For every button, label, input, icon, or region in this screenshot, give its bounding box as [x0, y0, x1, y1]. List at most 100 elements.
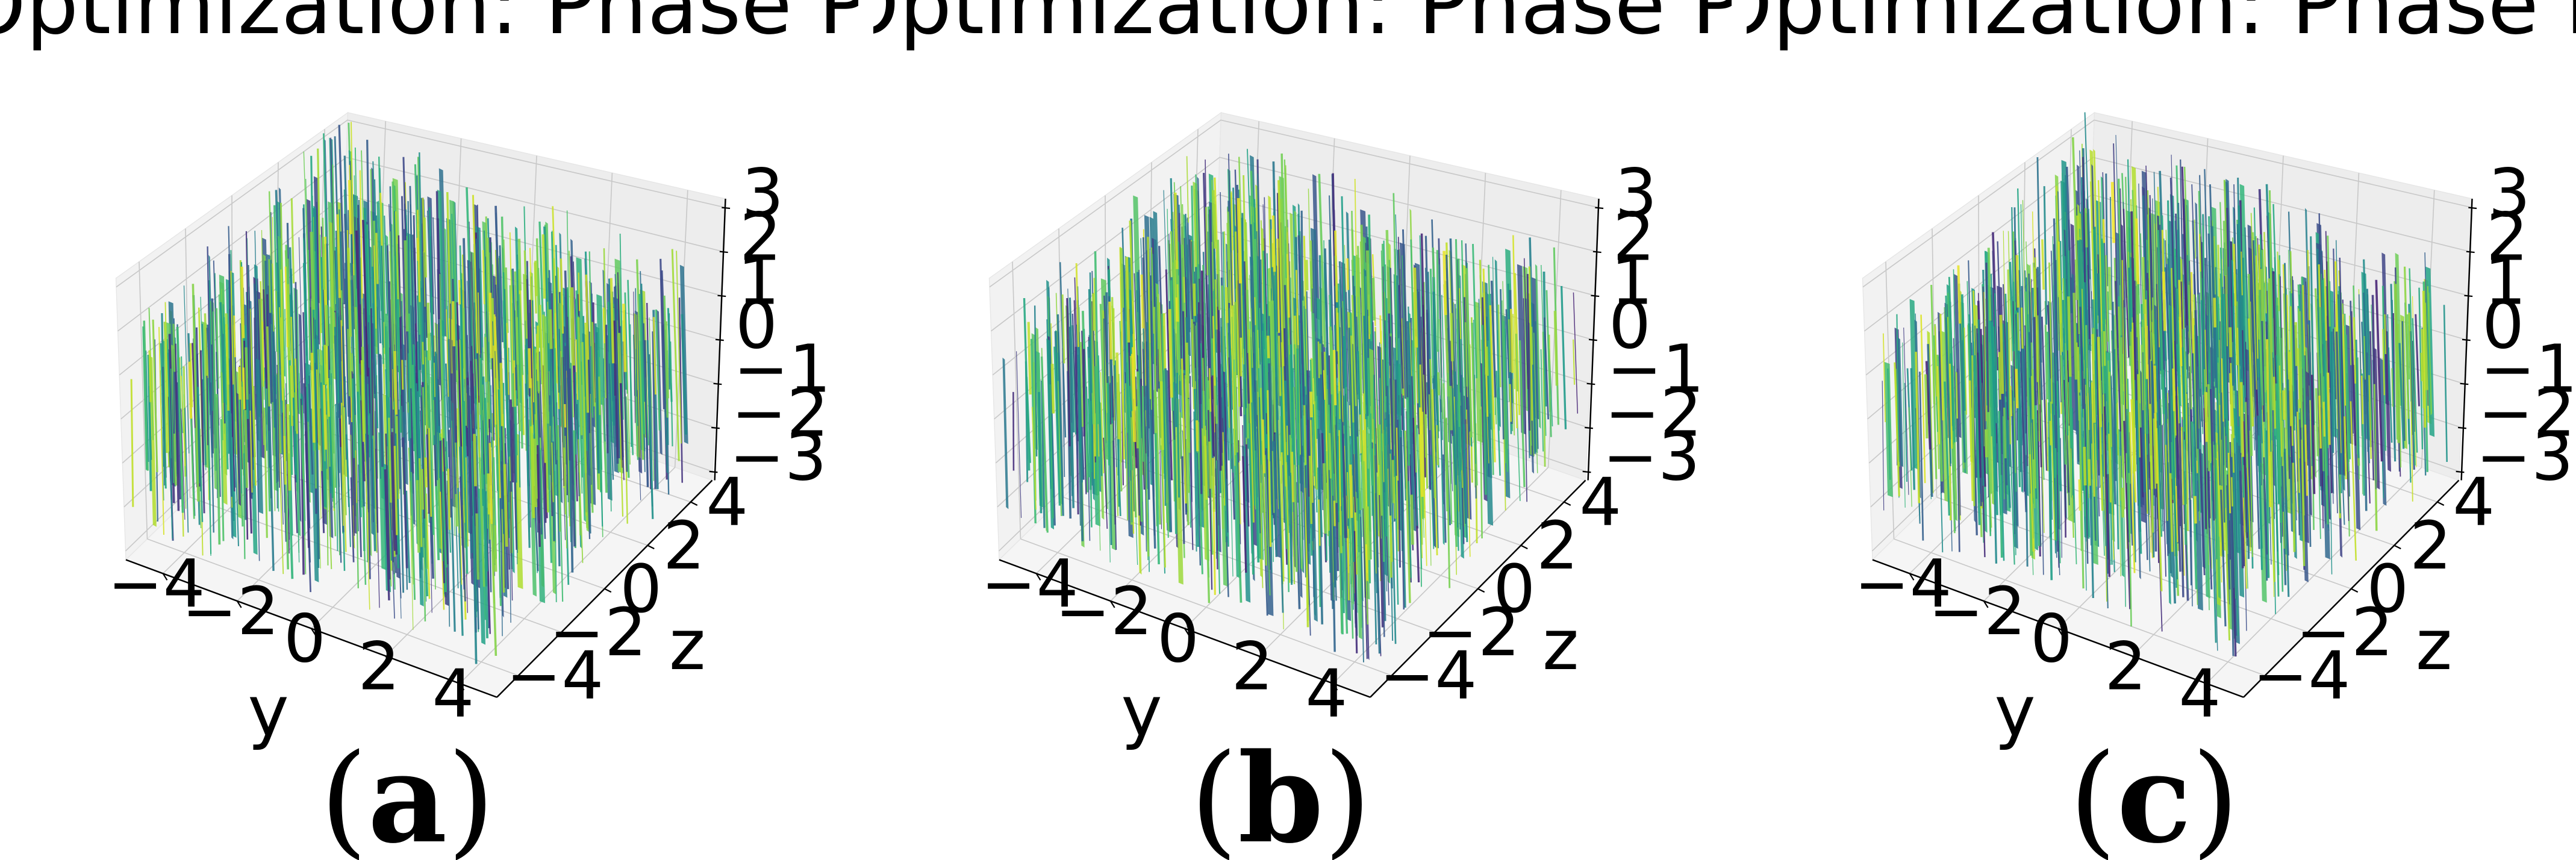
surface-strand: [342, 302, 347, 460]
surface-highlight: [233, 315, 236, 358]
surface-strand: [310, 408, 319, 582]
surface-strand: [295, 282, 299, 410]
surface-highlight: [1998, 352, 2001, 400]
surface-highlight: [2257, 245, 2261, 290]
surface-strand: [505, 428, 510, 570]
surface-highlight: [1222, 432, 1226, 506]
surface-highlight: [575, 339, 579, 400]
surface-highlight: [2121, 487, 2124, 518]
surface-strand: [2289, 306, 2294, 446]
surface-strand: [1097, 355, 1103, 476]
surface-strand: [2033, 317, 2038, 405]
surface-highlight: [2234, 274, 2238, 366]
surface-strand: [164, 302, 170, 452]
surface-highlight: [1987, 248, 1992, 321]
surface-strand: [660, 258, 666, 410]
surface-strand: [1187, 217, 1191, 332]
surface-highlight: [1418, 407, 1424, 497]
surface-strand: [2068, 219, 2071, 291]
surface-strand: [1317, 428, 1324, 625]
surface-highlight: [484, 337, 488, 382]
surface-highlight: [578, 272, 581, 311]
surface-strand: [2202, 225, 2207, 412]
surface-highlight: [423, 251, 426, 307]
surface-strand: [1049, 384, 1054, 519]
surface-strand: [411, 364, 419, 491]
surface-strand: [2113, 143, 2119, 348]
value-tick-label: 2: [740, 198, 782, 275]
surface-highlight: [2282, 511, 2285, 549]
surface-strand: [152, 319, 158, 473]
y-axis-label: y: [248, 671, 288, 752]
surface-strand: [1455, 239, 1461, 427]
surface-strand: [2409, 268, 2416, 466]
surface-strand: [1293, 344, 1299, 440]
value-tick-label: 3: [1615, 154, 1657, 231]
y-tick: [2132, 655, 2138, 663]
surface-highlight: [1158, 388, 1161, 450]
value-tick-label: −1: [2480, 331, 2576, 408]
surface-highlight: [2137, 374, 2141, 458]
surface-strand: [1985, 263, 1989, 413]
y-tick: [311, 628, 316, 636]
surface-strand: [2327, 310, 2334, 504]
surface-strand: [1228, 154, 1233, 306]
surface-strand: [264, 367, 267, 451]
surface-strand: [2257, 435, 2263, 570]
surface-strand: [385, 433, 391, 580]
surface-highlight: [1963, 327, 1967, 415]
surface-strand: [1257, 173, 1264, 364]
surface-highlight: [2230, 434, 2233, 457]
surface-strand: [1252, 260, 1257, 427]
surface-highlight: [2153, 366, 2157, 413]
surface-highlight: [1176, 284, 1180, 322]
surface-highlight: [2344, 416, 2347, 479]
surface-highlight: [204, 313, 208, 376]
value-tick-label: 0: [735, 287, 778, 364]
surface-strand: [2130, 211, 2136, 380]
surface-strand: [335, 231, 343, 416]
surface-highlight: [1303, 405, 1307, 465]
surface-strand: [1406, 321, 1415, 509]
surface-highlight: [253, 386, 256, 458]
surface-highlight: [1365, 544, 1368, 581]
surface-strand: [1977, 319, 1985, 486]
surface-highlight: [2041, 239, 2045, 290]
surface-strand: [2065, 343, 2068, 494]
surface-strand: [130, 379, 134, 507]
surface-strand: [2084, 112, 2091, 279]
surface-strand: [537, 445, 540, 523]
surface-strand: [2207, 233, 2216, 445]
surface-strand: [1439, 258, 1442, 378]
surface-strand: [2123, 420, 2132, 609]
surface-strand: [2209, 388, 2215, 521]
surface-strand: [378, 201, 383, 345]
surface-strand: [1012, 391, 1015, 471]
surface-strand: [449, 304, 452, 401]
surface-strand: [2222, 294, 2228, 434]
surface-highlight: [1180, 245, 1185, 311]
surface-highlight: [242, 367, 246, 410]
surface-strand: [2350, 401, 2357, 561]
surface-highlight: [2239, 382, 2245, 457]
surface-strand: [646, 340, 654, 519]
surface-strand: [2336, 429, 2341, 514]
surface-strand: [557, 425, 561, 532]
surface-strand: [376, 307, 381, 479]
surface-highlight: [653, 317, 656, 395]
surface-strand: [1379, 494, 1384, 628]
surface-strand: [405, 490, 411, 584]
surface-strand: [1048, 287, 1055, 498]
surface-highlight: [2324, 269, 2327, 341]
surface-strand: [1300, 384, 1305, 463]
surface-strand: [1041, 357, 1049, 533]
y-tick-label: −2: [1929, 573, 2026, 650]
surface-highlight: [551, 442, 554, 502]
z-tick-label: 0: [1493, 550, 1535, 628]
surface-strand: [2310, 375, 2316, 494]
surface-strand: [1277, 180, 1285, 367]
surface-strand: [362, 220, 369, 377]
surface-highlight: [1509, 308, 1514, 373]
panel-label: (b): [1190, 726, 1371, 860]
surface-highlight: [1329, 433, 1332, 479]
